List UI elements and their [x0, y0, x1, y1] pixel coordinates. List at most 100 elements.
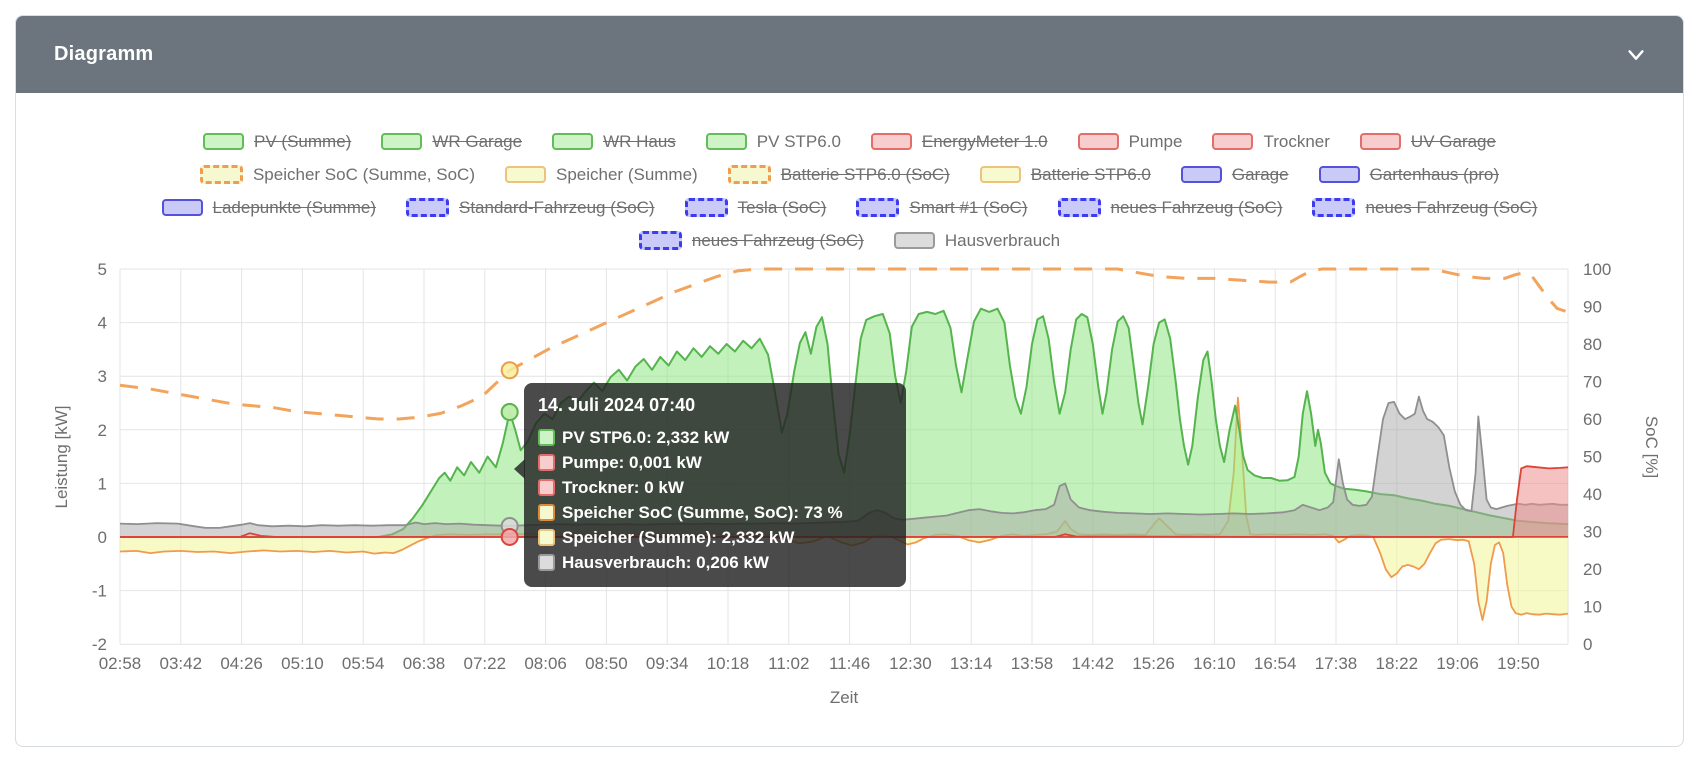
- x-tick-label: 19:06: [1436, 654, 1479, 673]
- x-axis-title: Zeit: [830, 688, 859, 707]
- tooltip-row-text: Speicher (Summe): 2,332 kW: [562, 527, 795, 547]
- tooltip-row: PV STP6.0: 2,332 kW: [538, 425, 890, 450]
- series-area: [120, 308, 1569, 537]
- series-line: [120, 465, 1569, 538]
- tooltip-arrow: [514, 459, 525, 479]
- legend-item[interactable]: Tesla (SoC): [684, 197, 827, 218]
- orange-dashed-swatch-icon: [727, 165, 771, 184]
- legend-item[interactable]: Batterie STP6.0: [979, 165, 1151, 185]
- legend-item[interactable]: neues Fahrzeug (SoC): [1312, 198, 1537, 218]
- x-tick-label: 02:58: [99, 654, 142, 673]
- legend-label: Garage: [1231, 164, 1289, 184]
- blue-dashed-swatch-icon: [856, 198, 900, 217]
- green-swatch-icon: [705, 133, 747, 150]
- x-tick-label: 11:46: [829, 654, 870, 673]
- orange-dashed-swatch-icon: [199, 165, 243, 184]
- blue-dashed-swatch-icon: [1312, 198, 1356, 217]
- green-swatch-icon: [552, 133, 594, 150]
- x-tick-label: 09:34: [646, 654, 689, 673]
- legend-label: neues Fahrzeug (SoC): [691, 230, 864, 250]
- legend-item[interactable]: neues Fahrzeug (SoC): [638, 230, 864, 251]
- y-left-tick-label: 2: [98, 421, 107, 440]
- legend-label: UV Garage: [1410, 131, 1496, 151]
- legend-label: EnergyMeter 1.0: [921, 131, 1048, 151]
- legend-item[interactable]: Ladepunkte (Summe): [161, 198, 376, 218]
- legend-label: Tesla (SoC): [737, 197, 827, 217]
- blue-swatch-icon: [1318, 166, 1360, 183]
- legend-label: PV STP6.0: [756, 131, 841, 151]
- legend-label: Pumpe: [1128, 131, 1183, 151]
- blue-dashed-swatch-icon: [638, 231, 682, 250]
- legend-item[interactable]: Speicher SoC (Summe, SoC): [199, 165, 475, 185]
- y-left-tick-label: 4: [98, 314, 107, 333]
- y-right-tick-label: 60: [1583, 410, 1602, 429]
- y-right-tick-label: 80: [1583, 335, 1602, 354]
- series-line: [119, 267, 1569, 421]
- x-tick-label: 05:10: [281, 654, 324, 673]
- red-swatch-icon: [1359, 133, 1401, 150]
- legend-item[interactable]: PV STP6.0: [705, 131, 841, 152]
- y-right-tick-label: 100: [1583, 260, 1611, 279]
- yellow-swatch-icon: [538, 529, 555, 546]
- x-tick-label: 05:54: [342, 654, 385, 673]
- tooltip-row-text: PV STP6.0: 2,332 kW: [562, 427, 730, 447]
- blue-dashed-swatch-icon: [684, 198, 728, 217]
- diagram-card: Diagramm 02:58 03:42 04:26 05:10 05:54 06:38 0…: [15, 15, 1684, 747]
- green-swatch-icon: [538, 429, 555, 446]
- legend-label: neues Fahrzeug (SoC): [1110, 197, 1283, 217]
- chart-legend: PV (Summe) WR Garage WR Haus PV STP6.0 Energ…: [16, 131, 1683, 251]
- legend-item[interactable]: Trockner: [1212, 132, 1330, 152]
- legend-item[interactable]: UV Garage: [1359, 131, 1496, 152]
- legend-row: Speicher SoC (Summe, SoC) Speicher (Summe…: [16, 164, 1683, 185]
- legend-item[interactable]: Hausverbrauch: [893, 231, 1060, 251]
- legend-item[interactable]: Gartenhaus (pro): [1318, 165, 1499, 185]
- x-tick-label: 08:50: [585, 654, 628, 673]
- tooltip-rows: PV STP6.0: 2,332 kW Pumpe: 0,001 kW Trockn…: [538, 425, 890, 575]
- y-right-tick-label: 70: [1583, 373, 1602, 392]
- x-tick-label: 13:14: [950, 654, 993, 673]
- red-swatch-icon: [538, 454, 555, 471]
- legend-label: neues Fahrzeug (SoC): [1365, 197, 1538, 217]
- red-swatch-icon: [538, 479, 555, 496]
- y-right-tick-label: 50: [1583, 448, 1602, 467]
- yellow-swatch-icon: [505, 166, 546, 183]
- legend-item[interactable]: Pumpe: [1077, 131, 1183, 152]
- red-swatch-icon: [870, 133, 912, 150]
- red-swatch-icon: [1077, 133, 1119, 150]
- legend-item[interactable]: Standard-Fahrzeug (SoC): [406, 198, 655, 218]
- x-tick-label: 12:30: [889, 654, 932, 673]
- tooltip-row-text: Trockner: 0 kW: [562, 477, 684, 497]
- legend-item[interactable]: WR Haus: [552, 132, 676, 152]
- legend-item[interactable]: Garage: [1180, 164, 1289, 185]
- legend-row: PV (Summe) WR Garage WR Haus PV STP6.0 Energ…: [16, 131, 1683, 152]
- x-tick-label: 11:02: [768, 654, 809, 673]
- legend-item[interactable]: Batterie STP6.0 (SoC): [727, 164, 950, 185]
- legend-label: Smart #1 (SoC): [909, 197, 1028, 217]
- y-left-tick-label: 1: [98, 474, 107, 493]
- legend-item[interactable]: Smart #1 (SoC): [856, 197, 1028, 218]
- y-right-tick-label: 40: [1583, 485, 1602, 504]
- legend-label: Batterie STP6.0 (SoC): [780, 164, 950, 184]
- legend-row: neues Fahrzeug (SoC) Hausverbrauch: [16, 230, 1683, 251]
- x-tick-label: 16:54: [1254, 654, 1297, 673]
- chevron-down-icon[interactable]: [1625, 44, 1647, 66]
- legend-item[interactable]: Speicher (Summe): [505, 165, 698, 185]
- legend-item[interactable]: PV (Summe): [203, 132, 351, 152]
- legend-item[interactable]: EnergyMeter 1.0: [870, 131, 1048, 152]
- legend-item[interactable]: neues Fahrzeug (SoC): [1057, 197, 1283, 218]
- y-right-tick-label: 90: [1583, 298, 1602, 317]
- legend-item[interactable]: WR Garage: [381, 132, 522, 152]
- x-tick-label: 06:38: [403, 654, 446, 673]
- tooltip-row: Speicher (Summe): 2,332 kW: [538, 525, 890, 550]
- chart-plot-area[interactable]: 02:58 03:42 04:26 05:10 05:54 06:38 07:22 08:06…: [16, 16, 1684, 747]
- x-tick-label: 04:26: [220, 654, 263, 673]
- card-header[interactable]: Diagramm: [16, 16, 1683, 93]
- x-tick-label: 16:10: [1193, 654, 1236, 673]
- blue-dashed-swatch-icon: [1057, 198, 1101, 217]
- legend-label: WR Haus: [603, 131, 676, 151]
- x-tick-label: 13:58: [1011, 654, 1054, 673]
- tooltip-title: 14. Juli 2024 07:40: [538, 395, 696, 415]
- y-left-tick-label: 3: [98, 367, 107, 386]
- gray-swatch-icon: [538, 554, 555, 571]
